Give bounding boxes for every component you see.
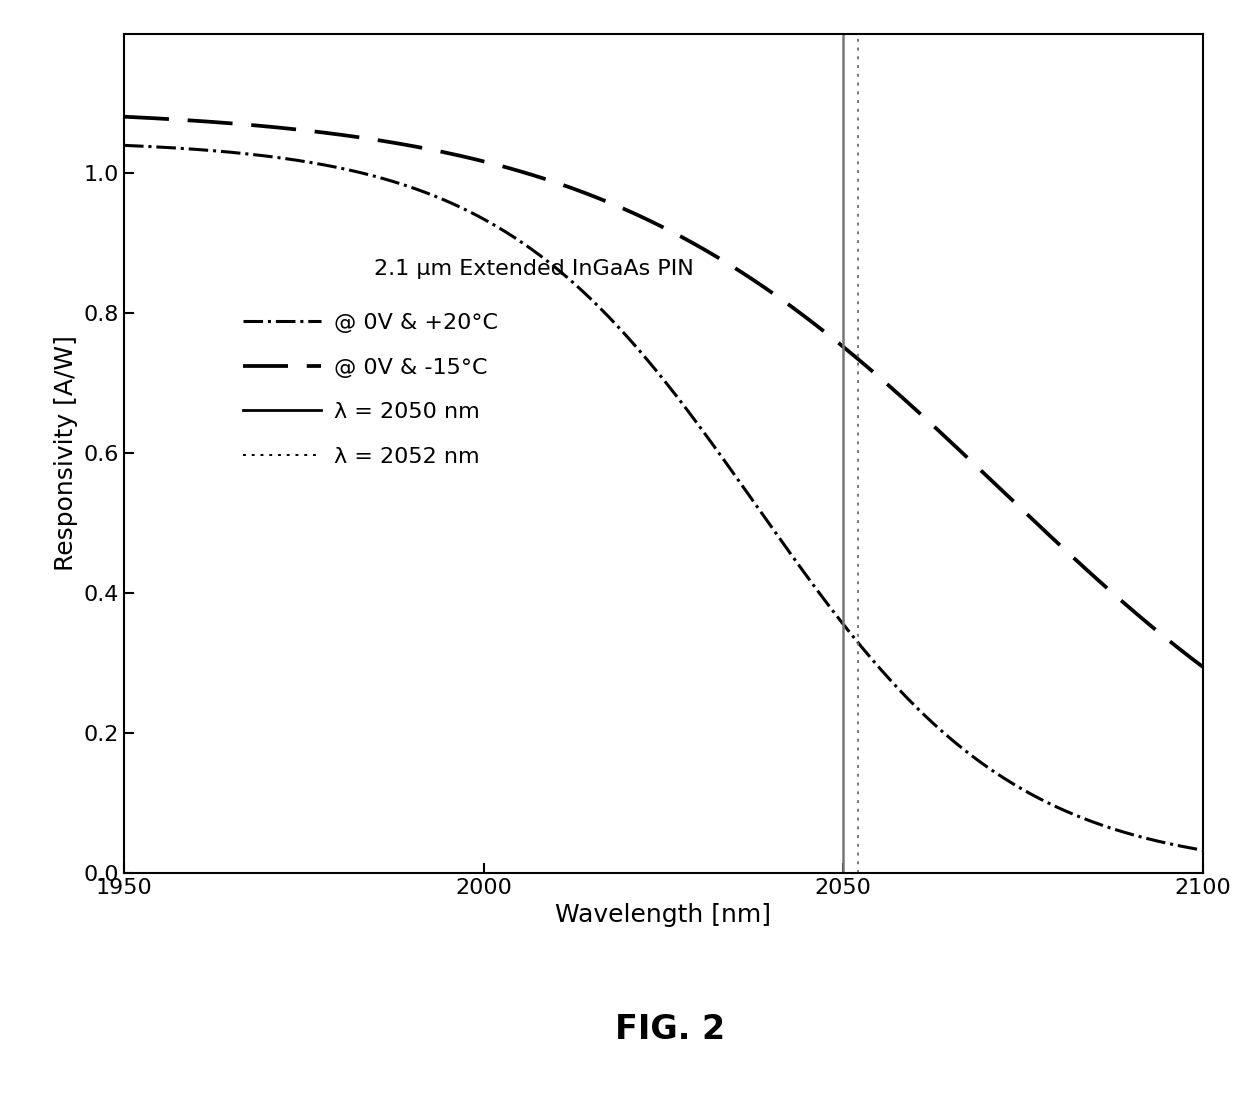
Text: FIG. 2: FIG. 2 (615, 1013, 724, 1046)
X-axis label: Wavelength [nm]: Wavelength [nm] (556, 903, 771, 928)
Y-axis label: Responsivity [A/W]: Responsivity [A/W] (55, 336, 78, 571)
Text: 2.1 μm Extended InGaAs PIN: 2.1 μm Extended InGaAs PIN (374, 258, 694, 279)
Legend: @ 0V & +20°C, @ 0V & -15°C, λ = 2050 nm, λ = 2052 nm: @ 0V & +20°C, @ 0V & -15°C, λ = 2050 nm,… (243, 313, 498, 467)
